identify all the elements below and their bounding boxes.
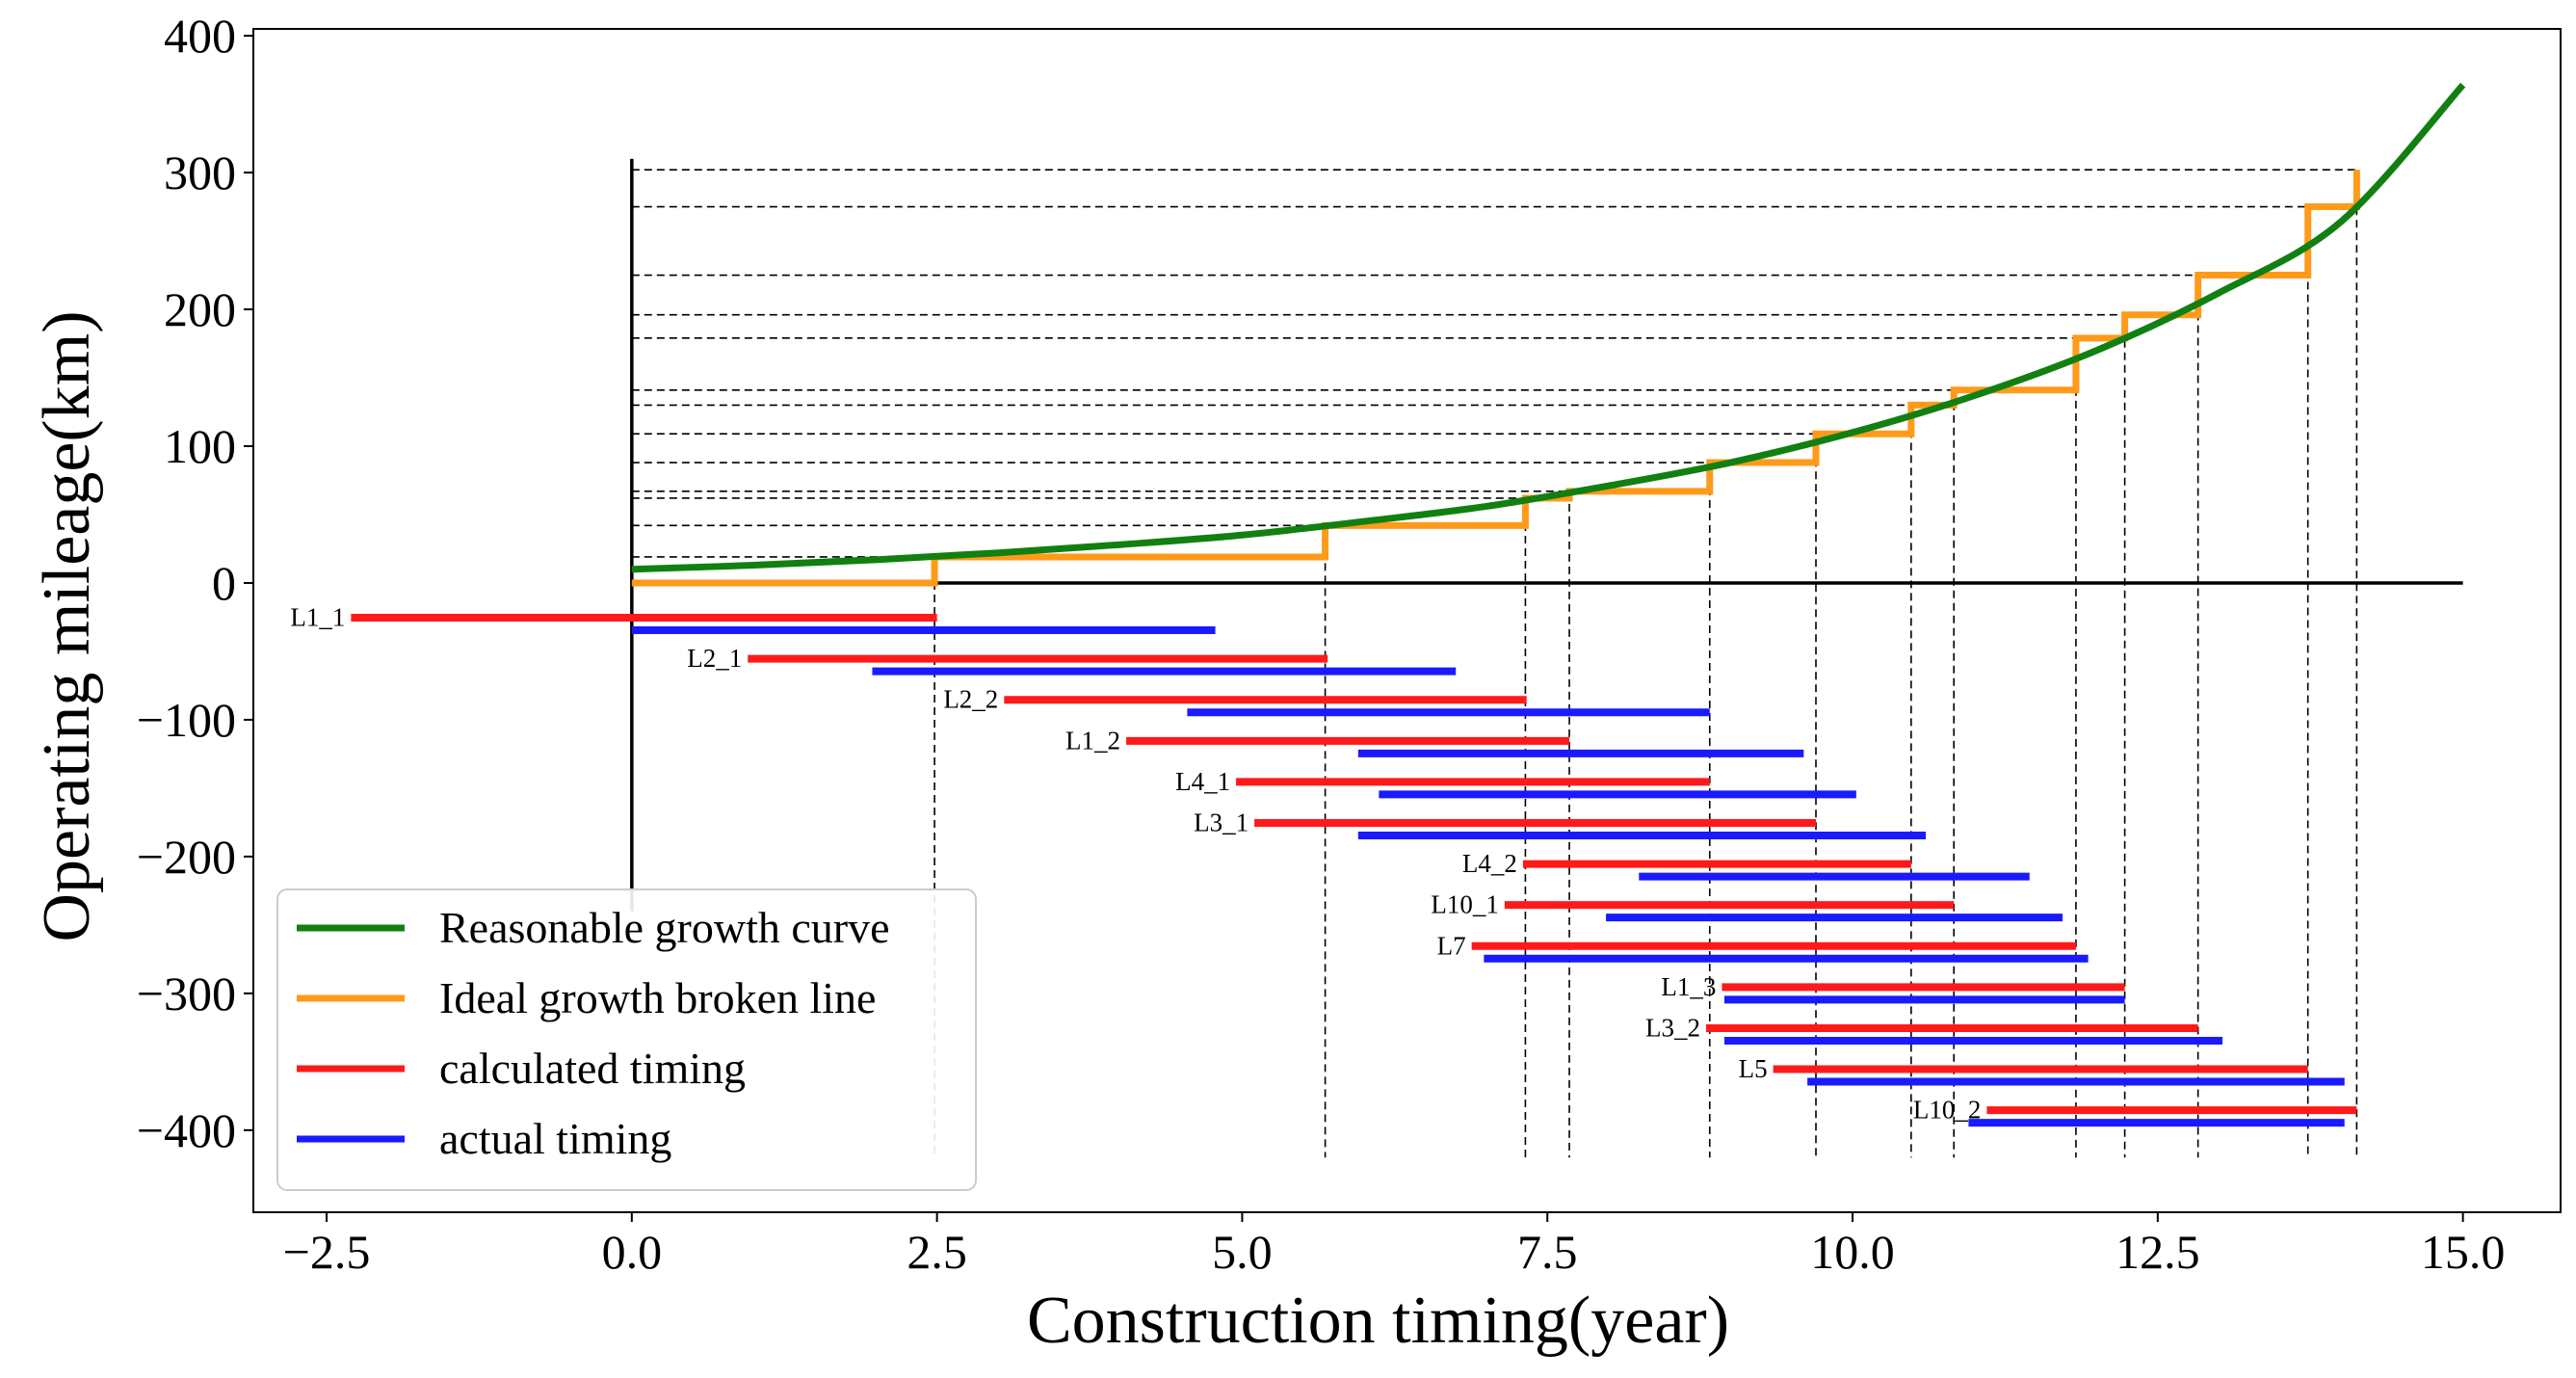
line-label: L1_3 [1661,972,1716,1001]
line-label: L10_1 [1431,890,1499,919]
reasonable-growth-curve [631,82,2466,573]
ideal-growth-broken-line [631,170,2360,587]
timing-bars [351,614,2357,1127]
line-label: L4_2 [1462,849,1517,878]
line-label: L7 [1437,931,1466,960]
growth-curve-group [631,82,2466,587]
x-tick-label: 2.5 [907,1225,967,1279]
x-axis-title: Construction timing(year) [1027,1284,1729,1358]
line-labels: L1_1 L2_1 L2_2 L1_2 L4_1 L3_1 L4_2 L10_1 L7 L1_3 L… [290,603,1981,1125]
line-label: L10_2 [1913,1096,1982,1125]
tick-labels: −2.5 0.0 2.5 5.0 7.5 10.0 12.5 15.0 400 300 200 100… [137,9,2506,1279]
y-tick-label: −100 [137,693,236,747]
legend-box [276,888,977,1191]
y-tick-label: −400 [137,1103,236,1157]
x-tick-label: 10.0 [1810,1225,1895,1279]
y-axis-title: Operating mileage(km) [30,310,104,941]
line-label: L1_1 [290,603,345,632]
x-tick-label: 5.0 [1212,1225,1273,1279]
y-tick-label: −300 [137,967,236,1020]
plot-frame-border [252,28,2562,1213]
line-label: L5 [1739,1054,1768,1083]
legend-label: calculated timing [439,1044,746,1093]
y-tick-label: −200 [137,830,236,884]
line-label: L2_1 [687,644,742,673]
line-label: L3_2 [1645,1013,1700,1042]
line-label: L4_1 [1175,767,1230,796]
x-tick-label: 15.0 [2421,1225,2506,1279]
y-tick-label: 300 [164,146,236,199]
legend: Reasonable growth curve Ideal growth brok… [276,888,977,1191]
x-tick-label: 12.5 [2116,1225,2200,1279]
y-tick-label: 200 [164,282,236,336]
x-tick-label: 0.0 [602,1225,663,1279]
y-tick-label: 0 [212,556,236,610]
line-label: L1_2 [1065,726,1120,755]
x-tick-label: 7.5 [1517,1225,1578,1279]
legend-label: Ideal growth broken line [439,973,876,1022]
plot-frame [252,28,2562,1213]
y-tick-label: 100 [164,419,236,473]
legend-label: Reasonable growth curve [439,903,890,952]
line-label: L2_2 [943,685,998,714]
legend-label: actual timing [439,1114,671,1163]
y-tick-label: 400 [164,9,236,63]
x-tick-label: −2.5 [283,1225,371,1279]
line-label: L3_1 [1194,808,1249,836]
